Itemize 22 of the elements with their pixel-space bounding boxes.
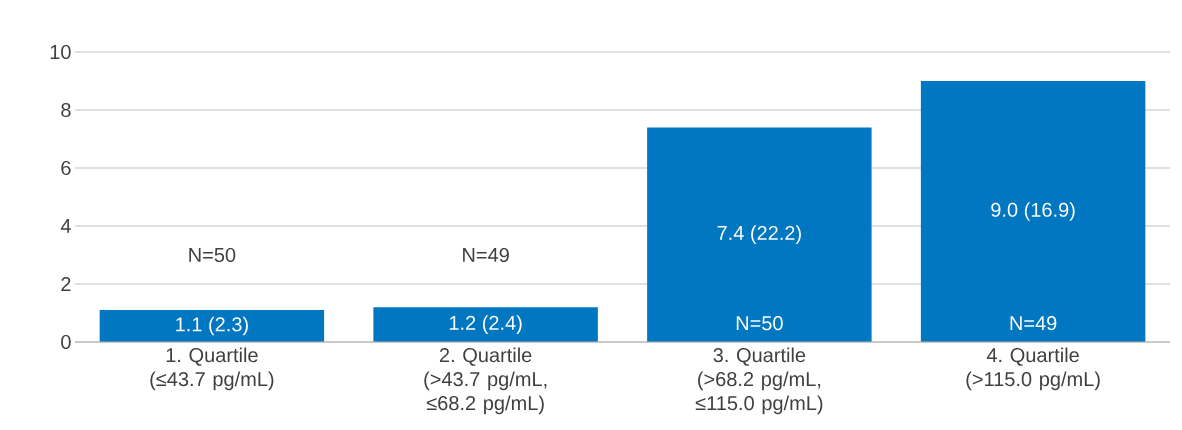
data-label: 1.1 (2.3) — [176, 316, 248, 336]
y-tick-label: 10 — [50, 44, 71, 60]
x-tick-label: 4. Quartile (>115.0 pg/mL) — [966, 347, 1100, 391]
bar — [99, 310, 325, 342]
y-tick-label: 0 — [61, 334, 71, 350]
y-tick-label: 2 — [61, 277, 71, 291]
y-tick-label: 4 — [60, 219, 71, 233]
annotation: N=49 — [463, 247, 509, 263]
bar — [920, 80, 1146, 342]
x-tick-label: 1. Quartile (≤43.7 pg/mL) — [150, 347, 274, 391]
data-label: 1.2 (2.4) — [449, 315, 522, 334]
data-label: 7.4 (22.2) — [717, 225, 801, 244]
x-tick-label: 2. Quartile (>43.7 pg/mL, ≤68.2 pg/mL) — [424, 347, 547, 415]
bar — [373, 307, 598, 342]
y-tick-label: 8 — [61, 102, 71, 118]
y-tick-label: 6 — [61, 160, 71, 176]
annotation: N=50 — [736, 316, 783, 331]
x-tick-label: 3. Quartile (>68.2 pg/mL, ≤115.0 pg/mL) — [695, 347, 823, 415]
annotation: N=49 — [1010, 316, 1057, 331]
annotation: N=50 — [189, 247, 236, 263]
bar — [647, 127, 872, 342]
data-label: 9.0 (16.9) — [991, 202, 1075, 221]
